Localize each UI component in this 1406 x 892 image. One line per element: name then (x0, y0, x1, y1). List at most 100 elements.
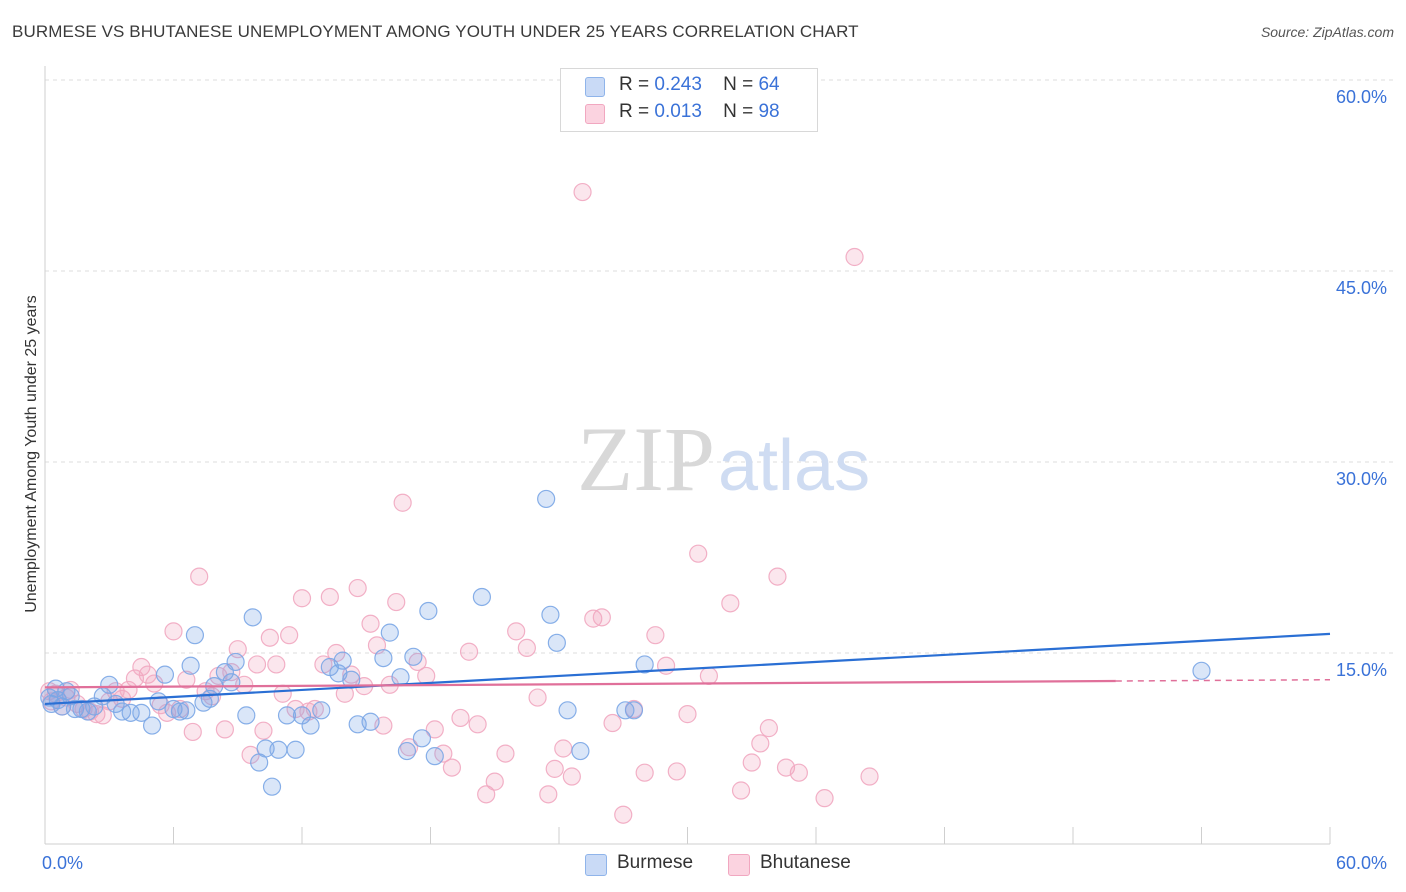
bhutanese-point (468, 715, 487, 734)
bhutanese-point (678, 705, 697, 724)
bhutanese-trend-extension (1115, 678, 1331, 682)
burmese-point (286, 740, 305, 759)
bhutanese-point (183, 722, 202, 742)
burmese-point (472, 587, 491, 607)
bhutanese-point (393, 493, 412, 512)
burmese-point (256, 739, 275, 758)
burmese-point (419, 601, 438, 621)
bhutanese-point (573, 182, 592, 202)
burmese-point (237, 706, 256, 725)
bhutanese-point (485, 772, 504, 791)
bhutanese-point (273, 684, 292, 703)
bhutanese-point (539, 785, 558, 804)
burmese-point (185, 626, 205, 645)
legend-swatch-bhutanese (585, 104, 605, 124)
burmese-point (412, 729, 432, 748)
source-label: Source: ZipAtlas.com (1260, 24, 1394, 40)
bhutanese-point (348, 578, 367, 598)
burmese-point (374, 648, 393, 668)
watermark-atlas: atlas (718, 426, 870, 506)
bhutanese-point (342, 665, 361, 684)
burmese-point (312, 701, 331, 720)
watermark-zip: ZIP (577, 408, 715, 510)
bhutanese-point (656, 656, 676, 675)
bhutanese-point (731, 781, 751, 800)
burmese-point (149, 692, 168, 711)
bhutanese-point (361, 614, 380, 633)
bhutanese-point (667, 762, 686, 781)
bhutanese-point (815, 789, 834, 808)
bhutanese-point (603, 713, 622, 733)
bhutanese-point (222, 662, 241, 682)
y-tick-60: 60.0% (1336, 87, 1388, 107)
legend-r-value-burmese: 0.243 (654, 74, 702, 95)
bhutanese-point (507, 622, 526, 641)
bottom-label-bhutanese: Bhutanese (760, 852, 851, 873)
burmese-point (380, 623, 399, 642)
burmese-point (155, 665, 175, 684)
bhutanese-point (789, 763, 808, 782)
burmese-point (397, 741, 417, 761)
bhutanese-point (592, 608, 611, 627)
burmese-point (558, 701, 577, 720)
burmese-point (301, 716, 320, 735)
chart-title: BURMESE VS BHUTANESE UNEMPLOYMENT AMONG … (12, 22, 859, 41)
bhutanese-trend-line (44, 679, 1116, 689)
burmese-point (269, 740, 288, 759)
bottom-label-burmese: Burmese (617, 852, 694, 873)
burmese-point (425, 747, 444, 766)
bhutanese-point (689, 544, 708, 563)
bhutanese-point (768, 567, 787, 586)
burmese-point (181, 656, 200, 675)
burmese-point (547, 633, 566, 652)
bhutanese-point (845, 247, 864, 267)
burmese-points (40, 489, 1211, 796)
grid-lines (45, 79, 1395, 654)
bhutanese-point (387, 592, 406, 612)
bhutanese-point (215, 720, 234, 739)
burmese-point (170, 702, 190, 721)
y-tick-30: 30.0% (1336, 469, 1388, 489)
bhutanese-point (721, 594, 740, 613)
bhutanese-point (860, 767, 879, 786)
burmese-point (243, 608, 262, 627)
burmese-point (177, 701, 196, 720)
bhutanese-point (646, 626, 665, 645)
burmese-point (571, 741, 590, 761)
legend-r-label: R = (619, 101, 650, 122)
legend-r-label: R = (619, 74, 650, 95)
legend-n-label: N = (723, 74, 754, 95)
bhutanese-point (459, 642, 479, 661)
bhutanese-point (132, 657, 151, 677)
burmese-point (635, 655, 654, 674)
bhutanese-point (280, 626, 299, 645)
bhutanese-point (425, 720, 444, 739)
bhutanese-point (742, 753, 761, 772)
bhutanese-point (260, 628, 279, 647)
bhutanese-point (177, 670, 196, 689)
burmese-point (1192, 661, 1211, 680)
burmese-trend-line (44, 632, 1331, 706)
bottom-swatch-burmese (585, 854, 607, 876)
bhutanese-point (614, 805, 633, 824)
bhutanese-point (699, 666, 719, 686)
bhutanese-point (528, 688, 547, 707)
bhutanese-point (254, 721, 273, 740)
burmese-point (404, 647, 423, 666)
bhutanese-point (247, 655, 267, 674)
bhutanese-point (759, 719, 778, 738)
x-tick-min: 0.0% (42, 853, 84, 873)
burmese-point (132, 703, 151, 722)
bhutanese-point (751, 734, 770, 753)
bhutanese-point (517, 638, 536, 658)
bhutanese-point (635, 763, 654, 782)
bhutanese-point (562, 767, 581, 786)
legend-r-value-bhutanese: 0.013 (654, 101, 702, 122)
burmese-point (142, 716, 162, 735)
burmese-point (277, 706, 297, 725)
y-tick-45: 45.0% (1336, 278, 1388, 298)
bhutanese-point (545, 759, 564, 778)
bhutanese-point (477, 785, 496, 804)
y-tick-15: 15.0% (1336, 660, 1388, 680)
